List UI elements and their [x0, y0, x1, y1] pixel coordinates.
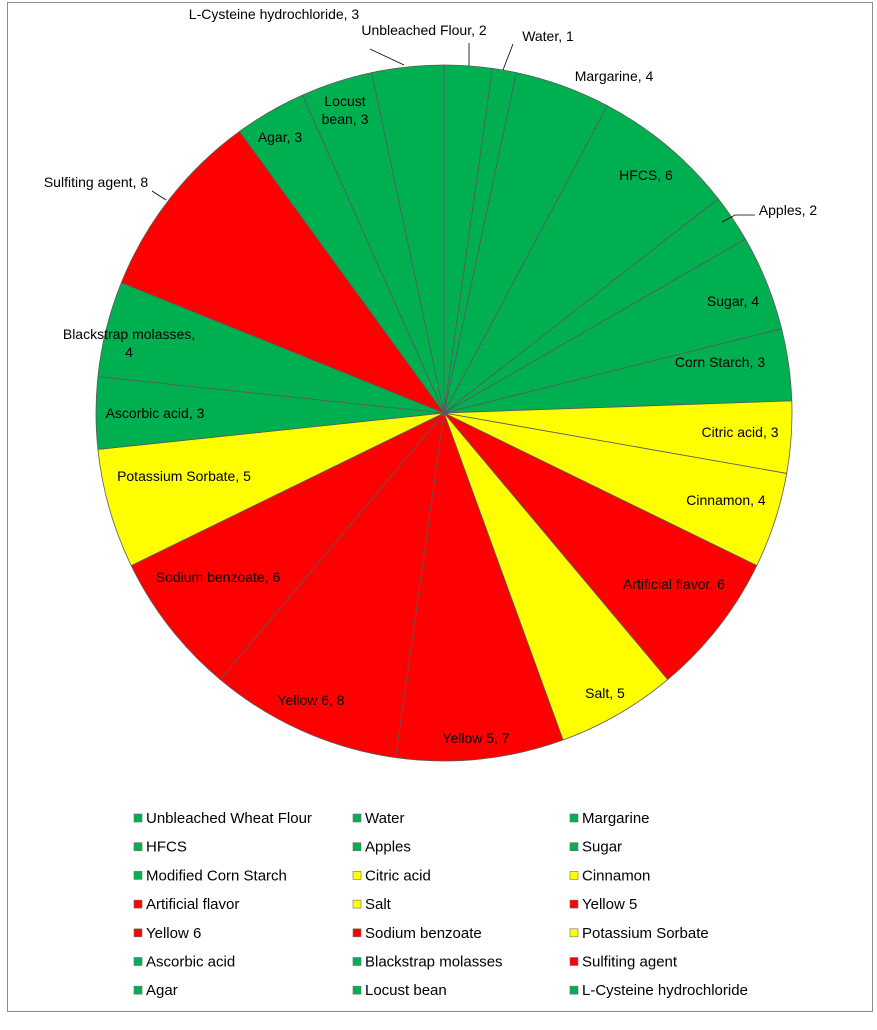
leader-line-apples — [721, 214, 755, 223]
legend-swatch-apples — [352, 842, 362, 852]
legend-entry-agar: Agar — [146, 982, 178, 999]
slice-label-ascorbic-acid: Ascorbic acid, 3 — [106, 405, 205, 421]
legend-entry-potassium-sorbate: Potassium Sorbate — [582, 925, 709, 942]
legend-swatch-sodium-benzoate — [352, 928, 362, 938]
slice-label-margarine: Margarine, 4 — [575, 68, 654, 84]
legend-entry-locust-bean: Locust bean — [365, 982, 447, 999]
slice-label-sulfiting-agent: Sulfiting agent, 8 — [44, 174, 149, 190]
slice-label-blackstrap-molasses: Blackstrap molasses, 4 — [63, 326, 195, 360]
legend-entry-sulfiting-agent: Sulfiting agent — [582, 954, 678, 971]
leader-line-l-cysteine-hydrochloride — [369, 48, 405, 66]
pie-slice-sodium-benzoate — [130, 412, 445, 681]
legend-entry-sugar: Sugar — [582, 839, 622, 856]
slice-label-yellow-5: Yellow 5, 7 — [442, 730, 509, 746]
legend-swatch-ascorbic-acid — [133, 957, 143, 966]
legend-swatch-blackstrap-molasses — [352, 957, 362, 966]
slice-label-citric-acid: Citric acid, 3 — [701, 424, 778, 440]
legend-entry-artificial-flavor: Artificial flavor — [146, 896, 239, 913]
legend-swatch-l-cysteine-hydrochloride — [569, 985, 579, 995]
slice-label-l-cysteine-hydrochloride: L-Cysteine hydrochloride, 3 — [189, 6, 360, 22]
legend-swatch-sulfiting-agent — [569, 957, 579, 966]
legend-swatch-potassium-sorbate — [569, 928, 579, 938]
slice-label-sugar: Sugar, 4 — [707, 293, 759, 309]
legend-entry-salt: Salt — [365, 896, 392, 913]
legend-swatch-artificial-flavor — [133, 899, 143, 909]
slice-label-locust-bean: Locust bean, 3 — [322, 93, 369, 127]
leader-line-water — [502, 43, 514, 71]
slice-label-sodium-benzoate: Sodium benzoate, 6 — [156, 569, 281, 585]
slice-label-modified-corn-starch: Corn Starch, 3 — [675, 354, 765, 370]
slice-label-apples: Apples, 2 — [759, 202, 818, 218]
slice-label-agar: Agar, 3 — [258, 129, 303, 145]
legend-entry-ascorbic-acid: Ascorbic acid — [146, 954, 235, 971]
legend-swatch-unbleached-wheat-flour — [133, 813, 143, 823]
pie-slice-sulfiting-agent — [120, 130, 446, 414]
slice-label-potassium-sorbate: Potassium Sorbate, 5 — [117, 468, 251, 484]
legend-entry-cinnamon: Cinnamon — [582, 867, 650, 884]
slice-label-cinnamon: Cinnamon, 4 — [686, 492, 766, 508]
legend-entry-apples: Apples — [365, 839, 411, 856]
pie-slice-yellow-6 — [219, 411, 445, 759]
legend-entry-margarine: Margarine — [582, 810, 650, 827]
legend-entry-hfcs: HFCS — [146, 839, 187, 856]
legend-entry-sodium-benzoate: Sodium benzoate — [365, 925, 482, 942]
legend-entry-citric-acid: Citric acid — [365, 867, 431, 884]
pie-slice-hfcs — [443, 105, 719, 414]
legend-swatch-water — [352, 813, 362, 823]
legend-swatch-hfcs — [133, 842, 143, 852]
legend-swatch-yellow-5 — [569, 899, 579, 909]
legend-swatch-locust-bean — [352, 985, 362, 995]
slice-label-salt: Salt, 5 — [585, 685, 625, 701]
pie-slice-artificial-flavor — [443, 412, 758, 681]
legend-entry-blackstrap-molasses: Blackstrap molasses — [365, 954, 503, 971]
legend-entry-unbleached-wheat-flour: Unbleached Wheat Flour — [146, 810, 312, 827]
slice-label-water: Water, 1 — [522, 28, 574, 44]
legend: Unbleached Wheat Flour Water Margarine HFCS… — [133, 810, 748, 999]
slice-label-hfcs: HFCS, 6 — [619, 167, 673, 183]
legend-swatch-agar — [133, 985, 143, 995]
legend-entry-modified-corn-starch: Modified Corn Starch — [146, 867, 287, 884]
legend-entry-yellow-5: Yellow 5 — [582, 896, 637, 913]
leader-line-sulfiting-agent — [151, 190, 167, 201]
legend-entry-water: Water — [365, 810, 404, 827]
slice-label-yellow-6: Yellow 6, 8 — [277, 692, 344, 708]
slice-label-unbleached-wheat-flour: Unbleached Flour, 2 — [361, 22, 487, 38]
leader-lines — [151, 43, 755, 223]
legend-entry-yellow-6: Yellow 6 — [146, 925, 201, 942]
legend-swatch-cinnamon — [569, 871, 579, 880]
slice-labels: Unbleached Flour, 2 Water, 1 Margarine, 4 H… — [44, 6, 818, 746]
legend-swatch-citric-acid — [352, 871, 362, 880]
slice-label-artificial-flavor: Artificial flavor, 6 — [623, 576, 725, 592]
pie-slices — [95, 64, 793, 762]
pie-slice-yellow-5 — [395, 412, 564, 762]
legend-entry-l-cysteine-hydrochloride: L-Cysteine hydrochloride — [582, 982, 748, 999]
legend-swatch-margarine — [569, 813, 579, 823]
pie-slice-l-cysteine-hydrochloride — [371, 64, 445, 414]
legend-swatch-modified-corn-starch — [133, 871, 143, 880]
legend-swatch-yellow-6 — [133, 928, 143, 938]
legend-swatch-salt — [352, 899, 362, 909]
legend-swatch-sugar — [569, 842, 579, 852]
